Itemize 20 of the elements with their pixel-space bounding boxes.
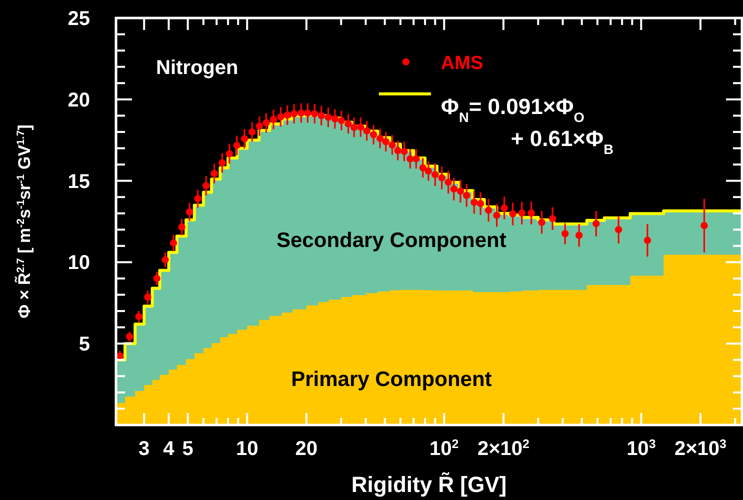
x-tick-label: 10 — [236, 438, 258, 460]
y-tick-label: 25 — [68, 8, 90, 30]
x-axis-title: Rigidity R̃ [GV] — [351, 472, 507, 497]
x-tick-label: 20 — [295, 438, 318, 460]
legend-label: AMS — [440, 52, 484, 74]
annotation: Nitrogen — [156, 57, 238, 79]
x-tick-label: 10$^{3}$ — [626, 437, 656, 460]
x-tick-label: 4 — [163, 438, 176, 460]
x-tick-label: 2×10$^{3}$ — [674, 437, 727, 460]
y-tick-label: 15 — [68, 170, 90, 193]
x-tick-label: 5 — [182, 438, 194, 460]
series-label: Primary Component — [291, 368, 492, 391]
x-tick-label: 2×10$^{2}$ — [477, 437, 530, 460]
x-tick-label: 10$^{2}$ — [430, 437, 459, 460]
y-tick-label: 5 — [78, 334, 90, 356]
legend-label: Φ$_{N}$= 0.091×Φ$_{O}$ + 0.61×Φ$_{B}$ — [440, 94, 614, 156]
y-tick-label: 20 — [68, 89, 90, 112]
series-label: Secondary Component — [276, 229, 506, 252]
y-tick-label: 10 — [68, 252, 90, 274]
x-tick-label: 3 — [138, 438, 150, 460]
